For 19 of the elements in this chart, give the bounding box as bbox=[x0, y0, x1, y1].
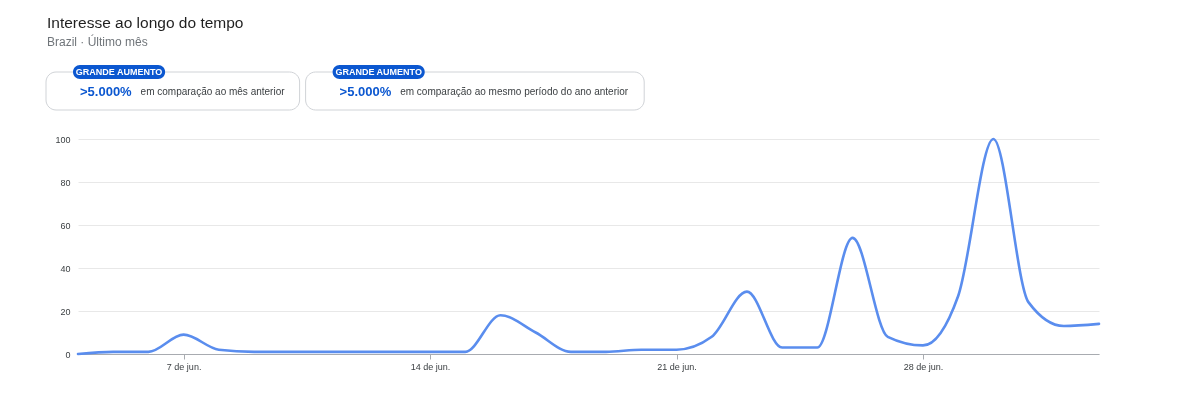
x-tick-label: 14 de jun. bbox=[410, 361, 451, 372]
text: em comparação ao mês anterior bbox=[140, 86, 286, 97]
y-tick-label: 0 bbox=[65, 349, 71, 360]
line-series bbox=[76, 137, 1101, 356]
y-tick-label: 100 bbox=[55, 134, 71, 145]
text: GRANDE AUMENTO bbox=[335, 67, 422, 77]
y-tick-label: 60 bbox=[60, 220, 71, 231]
text: >5.000% bbox=[339, 84, 392, 99]
y-tick-label: 80 bbox=[60, 177, 71, 188]
y-tick-label: 20 bbox=[60, 306, 71, 317]
x-tick-label: 21 de jun. bbox=[657, 361, 697, 372]
text: GRANDE AUMENTO bbox=[75, 67, 163, 77]
y-tick-label: 40 bbox=[60, 263, 71, 274]
text: em comparação ao mesmo período do ano anterior bbox=[400, 86, 629, 97]
chart-subtitle: Brazil · Último mês bbox=[47, 34, 148, 49]
x-tick-label: 28 de jun. bbox=[903, 361, 944, 372]
chart-title: Interesse ao longo do tempo bbox=[47, 14, 244, 31]
text: >5.000% bbox=[80, 84, 133, 99]
x-tick-label: 7 de jun. bbox=[166, 361, 202, 372]
